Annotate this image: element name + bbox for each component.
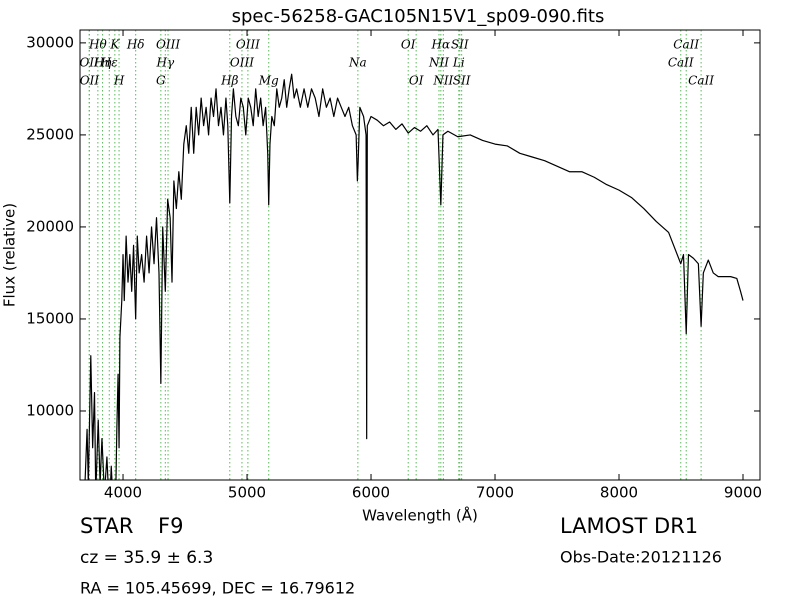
subclass: F9 [158, 514, 183, 538]
spectral-line-label: OI [401, 38, 416, 52]
spectral-line-label: SII [451, 38, 469, 52]
spectral-line-label: Na [348, 56, 367, 70]
x-tick-label: 4000 [104, 484, 142, 502]
spectral-line-label: Hδ [126, 38, 145, 52]
plot-area [84, 30, 744, 480]
spectral-line-label: CaII [668, 56, 694, 70]
x-tick-label: 8000 [600, 484, 638, 502]
spectral-line-label: SII [453, 74, 471, 88]
spectral-line-label: G [156, 74, 166, 88]
y-tick-label: 30000 [26, 33, 74, 51]
survey: LAMOST DR1 [560, 514, 698, 538]
spectral-line-label: Hα [431, 38, 451, 52]
spectral-line-label: Hθ [88, 38, 107, 52]
x-tick-label: 5000 [228, 484, 266, 502]
spectral-line-label: OIII [230, 56, 254, 70]
spectral-line-label: Hγ [155, 56, 174, 70]
coordinates: RA = 105.45699, DEC = 16.79612 [80, 579, 355, 598]
object-class: STAR [80, 514, 133, 538]
spectral-line-label: H [113, 74, 125, 88]
y-tick-label: 20000 [26, 217, 74, 235]
x-axis-label: Wavelength (Å) [362, 506, 478, 525]
plot-frame [79, 29, 761, 481]
spectral-line-label: Hε [100, 56, 118, 70]
obs-date: Obs-Date:20121126 [560, 548, 722, 567]
spectrum-line [84, 73, 744, 480]
spectral-line-label: Mg [258, 74, 279, 88]
spectral-line-label: CaII [673, 38, 699, 52]
chart-title: spec-56258-GAC105N15V1_sp09-090.fits [232, 6, 605, 27]
x-tick-label: 9000 [724, 484, 762, 502]
spectral-line-label: OIII [156, 38, 180, 52]
y-tick-label: 10000 [26, 401, 74, 419]
y-tick-label: 15000 [26, 309, 74, 327]
x-tick-label: 6000 [352, 484, 390, 502]
x-tick-label: 7000 [476, 484, 514, 502]
spectral-line-label: OII [80, 74, 100, 88]
spectral-line-label: K [109, 38, 120, 52]
spectral-line-label: OII [80, 56, 100, 70]
spectral-line-label: CaII [688, 74, 714, 88]
spectral-line-label: OIII [236, 38, 260, 52]
spectral-line-label: NII [432, 74, 453, 88]
redshift: cz = 35.9 ± 6.3 [80, 548, 213, 568]
y-axis-label: Flux (relative) [1, 203, 19, 307]
y-tick-label: 25000 [26, 125, 74, 143]
spectral-line-label: Hβ [220, 74, 238, 88]
spectral-line-label: Hη [93, 56, 112, 70]
spectral-line-label: NII [428, 56, 449, 70]
spectral-line-label: Li [452, 56, 465, 70]
spectral-line-label: OI [409, 74, 424, 88]
